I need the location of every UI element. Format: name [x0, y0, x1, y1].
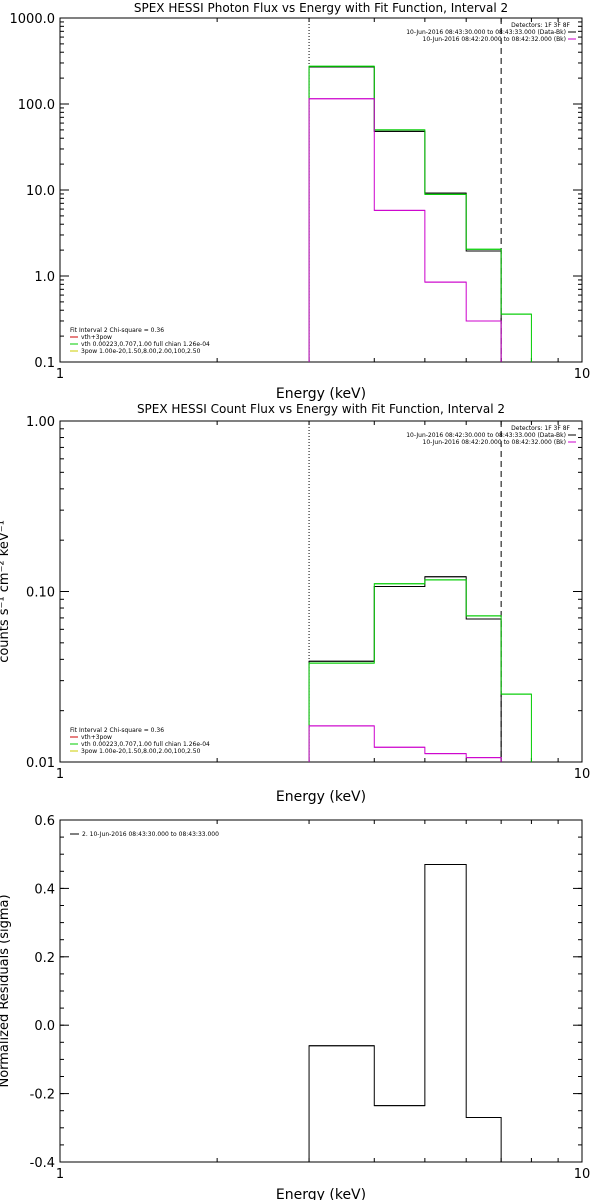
legend-entry: 10-Jun-2016 08:42:20.000 to 08:42:32.000… [423, 36, 566, 43]
residual-legend-entry: 2. 10-Jun-2016 08:43:30.000 to 08:43:33.… [82, 831, 219, 838]
x-tick-label: 1 [56, 367, 64, 382]
panel-3: 1 10 -0.4 -0.2 0.0 0.2 0.4 0.6 Energy (keV) Norma… [0, 814, 590, 1200]
fit-legend-entry: vth 0.00223,0.707,1.00 full chian 1.26e-… [81, 741, 210, 748]
y-axis-label: counts s⁻¹ cm⁻² keV⁻¹ [0, 520, 12, 663]
x-axis-label: Energy (keV) [276, 1187, 366, 1200]
y-tick-label: 0.4 [34, 882, 55, 897]
fit-legend-entry: vth+3pow [81, 734, 112, 741]
y-tick-label: -0.2 [30, 1088, 55, 1103]
y-tick-label: 0.6 [34, 814, 55, 829]
series-3-histogram [308, 725, 502, 762]
y-tick-label: 1.00 [26, 415, 55, 430]
chart-title: SPEX HESSI Count Flux vs Energy with Fit… [137, 402, 505, 416]
y-tick-label: 1000.0 [10, 12, 56, 27]
y-tick-label: 0.2 [34, 951, 55, 966]
chart-title: SPEX HESSI Photon Flux vs Energy with Fi… [134, 1, 508, 15]
y-tick-label: 100.0 [18, 98, 55, 113]
y-tick-label: 0.01 [26, 756, 55, 771]
plot-frame [59, 819, 583, 1163]
x-tick-label: 10 [574, 1167, 591, 1182]
x-tick-label: 1 [56, 767, 64, 782]
fit-legend-header: Fit Interval 2 Chi-square = 0.36 [70, 727, 164, 734]
y-tick-label: 0.1 [34, 356, 55, 371]
legend-header: Detectors: 1F 3F 8F [511, 425, 570, 432]
plot-frame [59, 420, 583, 763]
legend-header: Detectors: 1F 3F 8F [511, 22, 570, 29]
panel-1: SPEX HESSI Photon Flux vs Energy with Fi… [10, 1, 591, 402]
series-1-histogram [308, 576, 502, 762]
series-1-histogram [308, 66, 502, 362]
fit-legend-entry: 3pow 1.00e-20,1.50,8.00,2.00,100,2.50 [81, 748, 201, 755]
legend-entry: 10-Jun-2016 08:43:30.000 to 08:43:33.000… [406, 29, 566, 36]
series-2-histogram [308, 579, 532, 762]
fit-legend-header: Fit Interval 2 Chi-square = 0.36 [70, 327, 164, 334]
series-3-histogram [308, 98, 502, 362]
y-axis-label: Normalized Residuals (sigma) [0, 894, 12, 1087]
x-tick-label: 10 [574, 767, 591, 782]
y-tick-label: 0.0 [34, 1019, 55, 1034]
x-axis-label: Energy (keV) [276, 789, 366, 805]
x-tick-label: 1 [56, 1167, 64, 1182]
y-tick-label: 1.0 [34, 270, 55, 285]
y-tick-label: 10.0 [26, 184, 55, 199]
fit-legend-entry: vth 0.00223,0.707,1.00 full chian 1.26e-… [81, 341, 210, 348]
fit-legend-entry: vth+3pow [81, 334, 112, 341]
y-tick-label: 0.10 [26, 586, 55, 601]
fit-legend-entry: 3pow 1.00e-20,1.50,8.00,2.00,100,2.50 [81, 348, 201, 355]
panel-2: SPEX HESSI Count Flux vs Energy with Fit… [0, 402, 590, 805]
series-2-histogram [308, 65, 532, 362]
x-tick-label: 10 [574, 367, 591, 382]
y-tick-label: -0.4 [30, 1156, 55, 1171]
legend-entry: 10-Jun-2016 08:42:20.000 to 08:42:32.000… [423, 439, 566, 446]
plot-frame [59, 17, 583, 363]
legend-entry: 10-Jun-2016 08:42:30.000 to 08:43:33.000… [406, 432, 566, 439]
x-axis-label: Energy (keV) [276, 386, 366, 402]
